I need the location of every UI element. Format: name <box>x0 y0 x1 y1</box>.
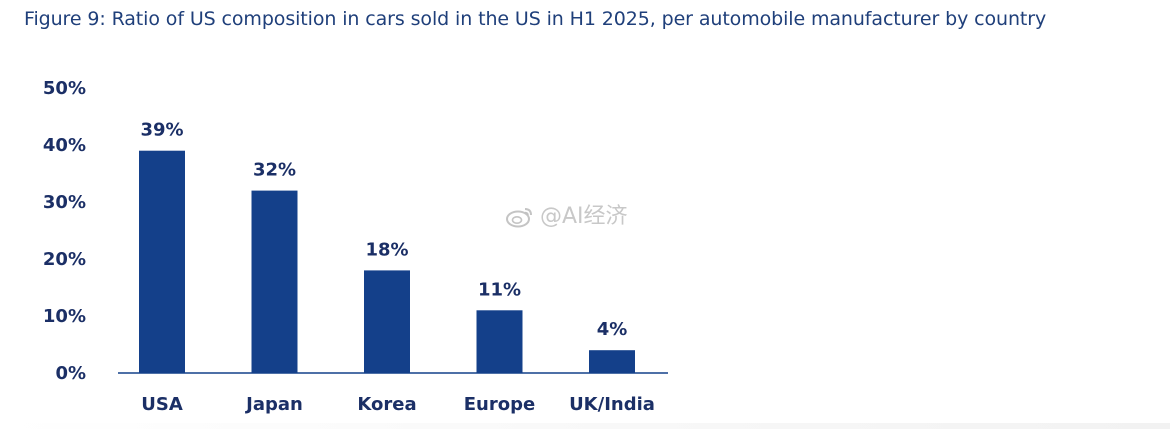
watermark-text: @AI经济 <box>540 204 628 229</box>
source-strip <box>0 423 1170 429</box>
weibo-logo-icon <box>506 208 532 228</box>
data-label: 32% <box>253 160 296 181</box>
data-label: 39% <box>140 120 183 141</box>
watermark: @AI经济 <box>505 198 628 230</box>
bar <box>476 310 523 373</box>
bar <box>364 270 410 373</box>
bar <box>139 150 185 373</box>
x-tick-label: UK/India <box>569 394 655 415</box>
chart-title: Figure 9: Ratio of US composition in car… <box>24 8 1047 30</box>
y-tick-label: 20% <box>43 249 86 270</box>
y-tick-label: 50% <box>43 78 86 99</box>
data-labels: 39% 32% 18% 11% 4% <box>140 120 627 341</box>
category-labels: USA Japan Korea Europe UK/India <box>141 394 655 415</box>
x-tick-label: Korea <box>357 394 416 415</box>
x-tick-label: Japan <box>244 394 303 415</box>
bars <box>139 150 635 373</box>
y-tick-label: 0% <box>55 363 86 384</box>
bar <box>589 350 635 373</box>
y-tick-label: 10% <box>43 306 86 327</box>
bar <box>251 190 298 373</box>
y-axis-ticks: 0% 10% 20% 30% 40% 50% <box>43 78 86 384</box>
data-label: 11% <box>478 279 521 300</box>
y-tick-label: 30% <box>43 192 86 213</box>
data-label: 4% <box>597 319 628 340</box>
x-tick-label: Europe <box>464 394 535 415</box>
x-tick-label: USA <box>141 394 183 415</box>
data-label: 18% <box>365 239 408 260</box>
y-tick-label: 40% <box>43 135 86 156</box>
